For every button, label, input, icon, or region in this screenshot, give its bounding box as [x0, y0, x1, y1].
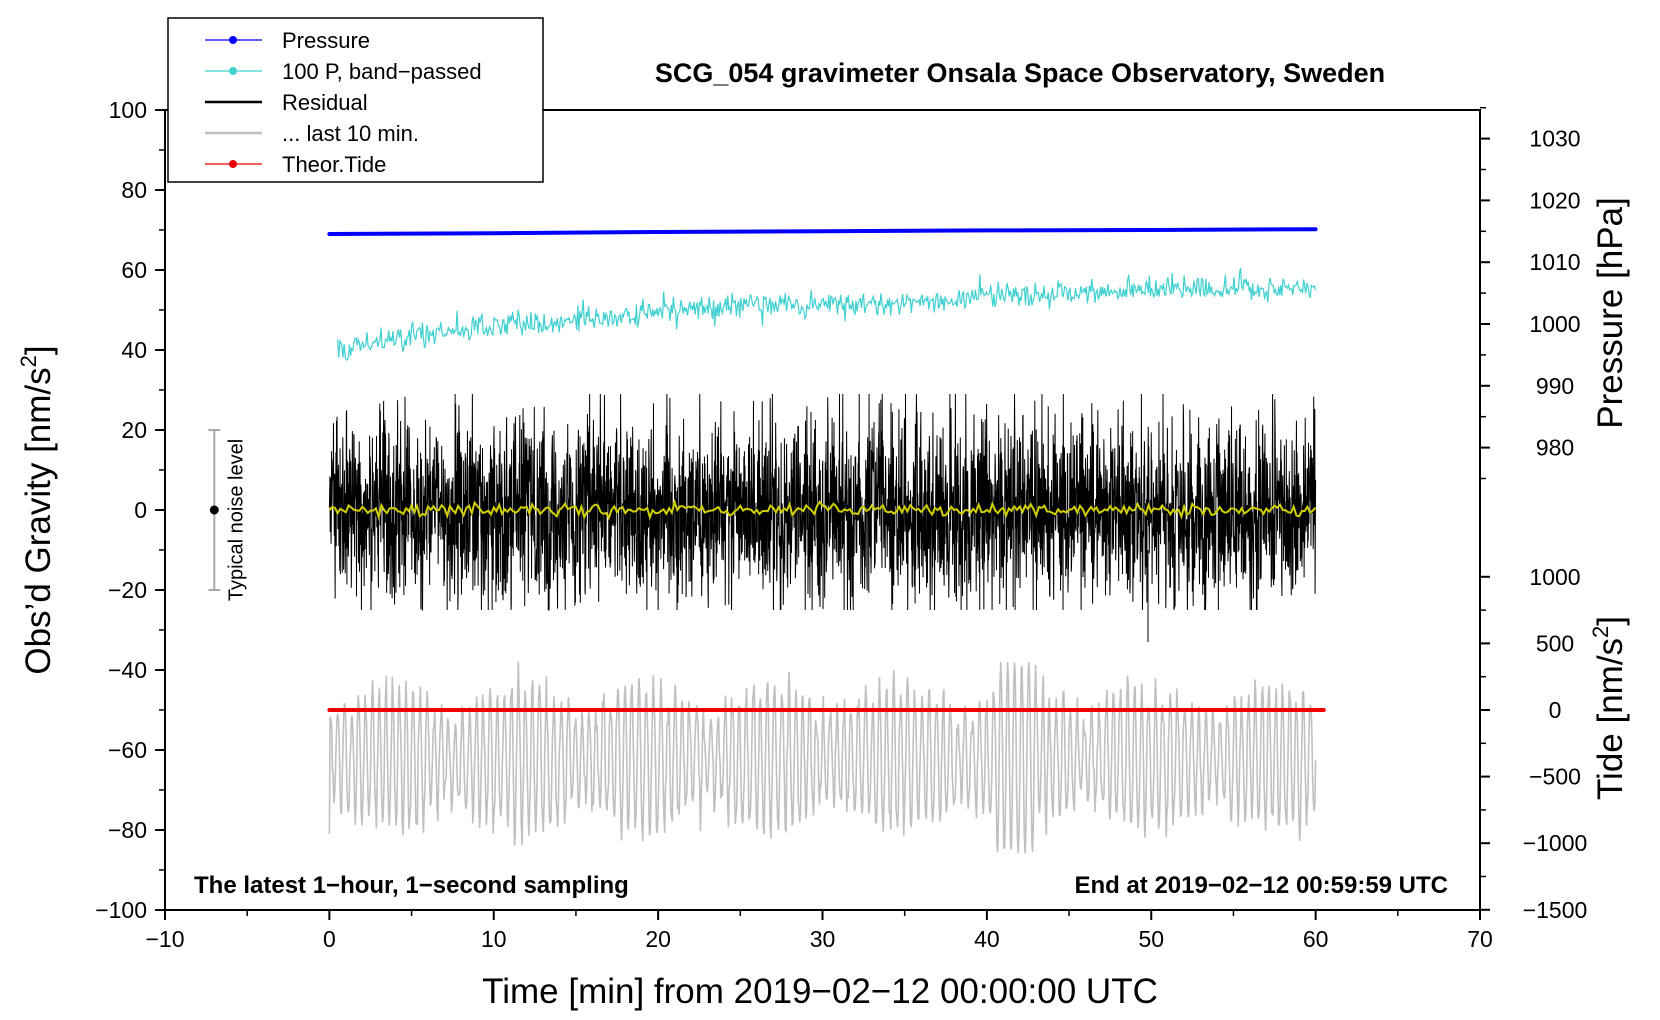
- y-axis-label-left-sup: 2: [16, 355, 41, 367]
- legend-entry: Pressure: [205, 28, 370, 53]
- y-axis-label-tide-end: ]: [1591, 616, 1630, 626]
- y-tick-label: −60: [108, 737, 147, 763]
- y-tick-label: 0: [134, 497, 147, 523]
- series-smoothed-residual-line: [328, 498, 1317, 521]
- y-axis-label-tide: Tide [nm/s2]: [1588, 616, 1630, 800]
- chart-title: SCG_054 gravimeter Onsala Space Observat…: [655, 58, 1385, 88]
- x-tick-label: 60: [1303, 926, 1329, 952]
- legend-entries: Pressure 100 P, band−passed Residual ... la…: [205, 28, 482, 177]
- legend-marker: [229, 67, 237, 75]
- series-band-passed-pressure-line: [337, 267, 1317, 361]
- legend-entry: Residual: [205, 90, 368, 115]
- x-tick-label: 30: [810, 926, 836, 952]
- legend-marker: [229, 160, 237, 168]
- legend-label: ... last 10 min.: [282, 121, 419, 146]
- y-axis-label-pressure: Pressure [hPa]: [1591, 197, 1630, 429]
- y-tick-label: −80: [108, 817, 147, 843]
- legend-entry: ... last 10 min.: [205, 121, 419, 146]
- legend-label: Pressure: [282, 28, 370, 53]
- tide-tick-label: 500: [1536, 630, 1574, 656]
- legend: Pressure 100 P, band−passed Residual ... la…: [167, 17, 544, 183]
- pressure-tick-label: 1030: [1529, 126, 1580, 152]
- legend-entry: 100 P, band−passed: [205, 59, 482, 84]
- y-tick-label: −20: [108, 577, 147, 603]
- noise-level-indicator: Typical noise level: [208, 429, 247, 601]
- x-tick-label: −10: [145, 926, 184, 952]
- tide-tick-label: −500: [1529, 764, 1581, 790]
- annotation-end-time: End at 2019−02−12 00:59:59 UTC: [1074, 872, 1448, 899]
- y-tick-label: −40: [108, 657, 147, 683]
- tide-tick-label: −1500: [1523, 897, 1588, 923]
- series-last-10-min-line: [328, 661, 1317, 854]
- y-tick-label: −100: [95, 897, 147, 923]
- x-axis-ticks: −10 0 10 20 30 40 50 60 70: [145, 910, 1493, 952]
- pressure-tick-label: 990: [1536, 373, 1574, 399]
- noise-bar-dot: [209, 505, 219, 515]
- y-axis-ticks: −100 −80 −60 −40 −20 0 20 40 60 80 100: [95, 97, 165, 923]
- series-pressure-line: [327, 227, 1318, 236]
- y-axis-label-tide-sup: 2: [1588, 626, 1613, 638]
- y-tick-label: 20: [121, 417, 147, 443]
- x-axis-label: Time [min] from 2019−02−12 00:00:00 UTC: [482, 972, 1158, 1011]
- x-tick-label: 70: [1467, 926, 1493, 952]
- annotation-sampling: The latest 1−hour, 1−second sampling: [194, 872, 629, 899]
- pressure-tick-label: 1010: [1529, 249, 1580, 275]
- pressure-axis-ticks: 980 990 1000 1010 1020 1030: [1480, 106, 1581, 480]
- x-tick-label: 20: [645, 926, 671, 952]
- tide-tick-label: −1000: [1523, 830, 1588, 856]
- legend-label: 100 P, band−passed: [282, 59, 482, 84]
- noise-bar-label: Typical noise level: [225, 439, 247, 601]
- pressure-tick-label: 980: [1536, 435, 1574, 461]
- legend-marker: [229, 36, 237, 44]
- series-layer: [327, 227, 1326, 854]
- series-residual-line: [328, 393, 1317, 642]
- x-tick-label: 40: [974, 926, 1000, 952]
- legend-label: Theor.Tide: [282, 152, 386, 177]
- y-axis-label-left: Obs’d Gravity [nm/s2]: [16, 345, 58, 674]
- legend-label: Residual: [282, 90, 368, 115]
- y-tick-label: 80: [121, 177, 147, 203]
- tide-axis-ticks: −1500 −1000 −500 0 500 1000: [1480, 564, 1587, 923]
- y-axis-label-tide-main: Tide [nm/s: [1591, 638, 1630, 800]
- x-tick-label: 0: [323, 926, 336, 952]
- pressure-tick-label: 1000: [1529, 311, 1580, 337]
- legend-entry: Theor.Tide: [205, 152, 386, 177]
- x-tick-label: 50: [1138, 926, 1164, 952]
- y-axis-label-left-end: ]: [19, 345, 58, 355]
- pressure-tick-label: 1020: [1529, 187, 1580, 213]
- y-tick-label: 40: [121, 337, 147, 363]
- tide-tick-label: 1000: [1529, 564, 1580, 590]
- tide-tick-label: 0: [1549, 697, 1562, 723]
- y-tick-label: 100: [109, 97, 147, 123]
- legend-box: [167, 17, 544, 183]
- y-axis-label-left-main: Obs’d Gravity [nm/s: [19, 367, 58, 674]
- y-tick-label: 60: [121, 257, 147, 283]
- x-tick-label: 10: [481, 926, 507, 952]
